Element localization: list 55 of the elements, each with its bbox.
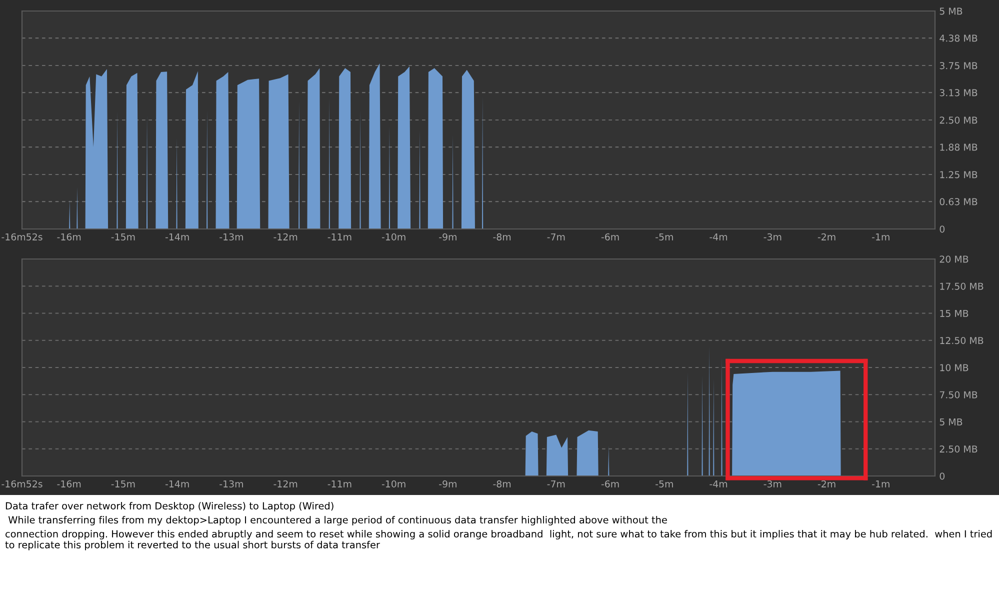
x-tick-label: -9m bbox=[439, 233, 456, 240]
x-tick-label: -13m bbox=[220, 233, 243, 240]
y-tick-label: 17.50 MB bbox=[940, 282, 984, 290]
x-tick-label: -8m bbox=[493, 480, 511, 488]
x-tick-label: -9m bbox=[439, 480, 456, 488]
y-tick-label: 1.25 MB bbox=[940, 171, 978, 178]
x-tick-label: -10m bbox=[382, 233, 406, 240]
x-tick-label: -2m bbox=[818, 480, 836, 488]
y-tick-label: 0.63 MB bbox=[940, 198, 978, 206]
x-tick-label: -15m bbox=[111, 233, 135, 240]
y-tick-label: 2.50 MB bbox=[940, 116, 978, 124]
x-tick-label: -1m bbox=[872, 480, 890, 488]
x-tick-label: -13m bbox=[220, 480, 243, 488]
x-tick-label: -3m bbox=[764, 480, 782, 488]
x-tick-label: -14m bbox=[165, 233, 189, 240]
x-tick-label: -12m bbox=[274, 233, 298, 240]
y-tick-label: 5 MB bbox=[940, 8, 962, 15]
y-tick-label: 15 MB bbox=[940, 310, 968, 317]
y-tick-label: 7.50 MB bbox=[940, 391, 978, 398]
y-tick-label: 10 MB bbox=[940, 364, 968, 372]
x-tick-label: -11m bbox=[328, 480, 352, 488]
text: Data trafer over network from Desktop (Wireless) to Laptop (Wired) bbox=[6, 502, 334, 512]
x-tick-label: -2m bbox=[818, 233, 836, 240]
x-tick-label: -8m bbox=[493, 233, 511, 240]
x-tick-label: -5m bbox=[656, 233, 673, 240]
y-tick-label: 3.13 MB bbox=[940, 89, 978, 96]
y-tick-label: 3.75 MB bbox=[940, 62, 978, 70]
x-tick-label: -11m bbox=[328, 233, 352, 240]
x-tick-label: -16m52s bbox=[2, 480, 42, 488]
x-tick-label: -6m bbox=[601, 233, 619, 240]
x-tick-label: -6m bbox=[601, 480, 619, 488]
text: While transferring files from my dektop>Laptop I encountered a large period of continuous data transfer highlighted above without the bbox=[8, 516, 667, 526]
x-tick-label: -7m bbox=[547, 233, 565, 240]
y-tick-label: 20 MB bbox=[940, 256, 968, 263]
x-tick-label: -10m bbox=[382, 480, 406, 488]
x-tick-label: -4m bbox=[710, 233, 728, 240]
x-tick-label: -14m bbox=[165, 480, 189, 488]
text: connection dropping. However this ended abruptly and seem to reset while showing a solid orange broadband light, not sure what to take from this but it implies that it may be hub related. when I tried to replicate this problem it reverted to the usual short bursts of data transfer bbox=[5, 530, 992, 550]
y-tick-label: 0 bbox=[940, 472, 945, 480]
x-tick-label: -16m52s bbox=[2, 233, 42, 240]
x-tick-label: -12m bbox=[274, 480, 298, 488]
x-tick-label: -7m bbox=[547, 480, 565, 488]
y-tick-label: 2.50 MB bbox=[940, 445, 978, 453]
x-tick-label: -5m bbox=[656, 480, 673, 488]
x-tick-label: -4m bbox=[710, 480, 728, 488]
y-tick-label: 4.38 MB bbox=[940, 34, 978, 42]
x-tick-label: -16m bbox=[57, 480, 81, 488]
x-tick-label: -16m bbox=[57, 233, 81, 240]
y-tick-label: 0 bbox=[940, 226, 945, 233]
x-tick-label: -3m bbox=[764, 233, 782, 240]
y-tick-label: 12.50 MB bbox=[940, 336, 984, 344]
y-tick-label: 1.88 MB bbox=[940, 144, 978, 151]
x-tick-label: -15m bbox=[111, 480, 135, 488]
x-tick-label: -1m bbox=[872, 233, 890, 240]
y-tick-label: 5 MB bbox=[940, 418, 962, 426]
